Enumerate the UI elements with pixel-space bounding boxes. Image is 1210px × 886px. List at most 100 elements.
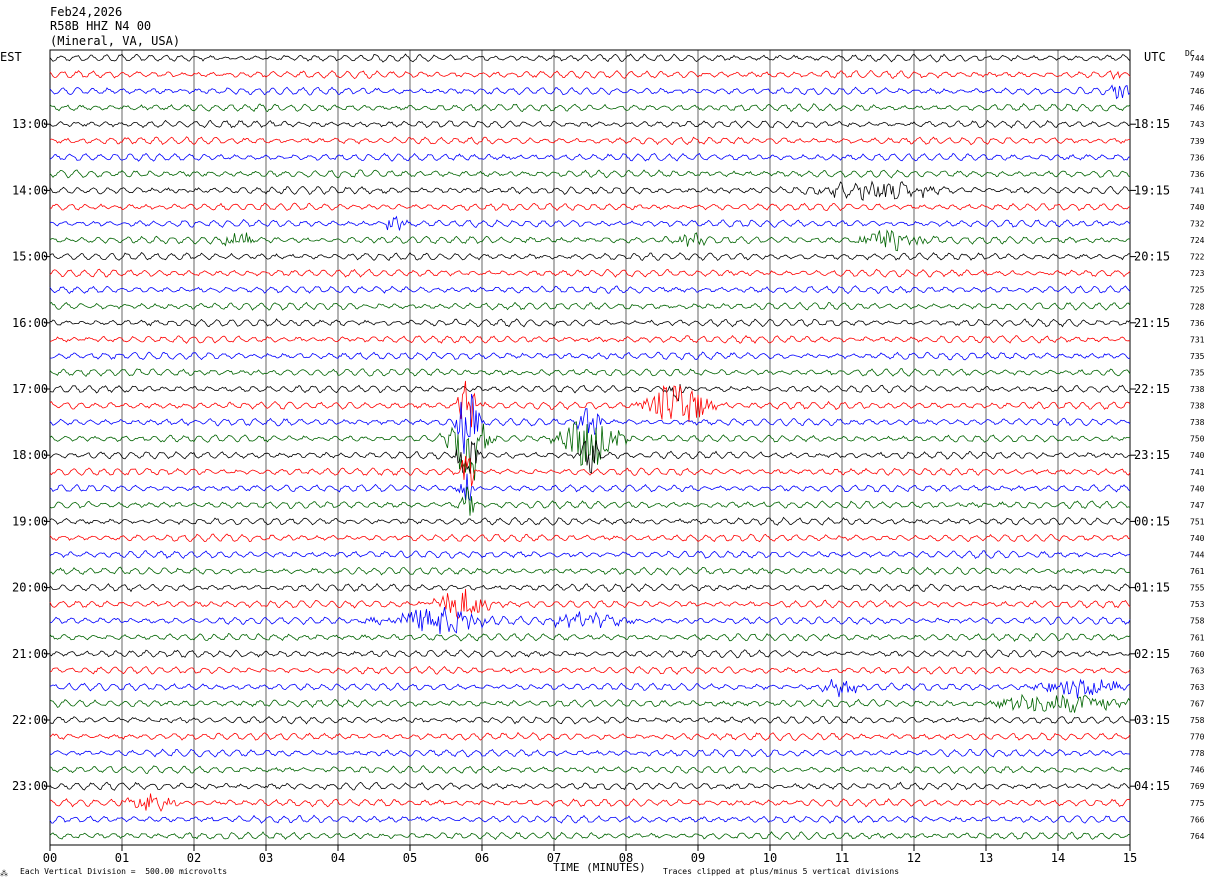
chart-location: (Mineral, VA, USA) xyxy=(50,34,181,48)
dc-offset-label: 741 xyxy=(1190,186,1205,195)
dc-offset-label: 744 xyxy=(1190,551,1205,560)
dc-offset-label: 738 xyxy=(1190,402,1205,411)
dc-offset-label: 778 xyxy=(1190,749,1205,758)
dc-offset-label: 763 xyxy=(1190,666,1205,675)
right-hour-label: 18:15 xyxy=(1134,117,1170,131)
right-hour-label: 03:15 xyxy=(1134,713,1170,727)
x-tick-label: 08 xyxy=(619,851,633,865)
trace-line-row-28 xyxy=(49,516,1131,526)
x-tick-label: 14 xyxy=(1051,851,1065,865)
x-tick-label: 04 xyxy=(331,851,345,865)
dc-offset-label: 755 xyxy=(1190,584,1205,593)
x-tick-label: 03 xyxy=(259,851,273,865)
trace-line-row-45 xyxy=(49,793,1131,812)
dc-offset-label: 736 xyxy=(1190,153,1205,162)
right-hour-label: 23:15 xyxy=(1134,448,1170,462)
dc-offset-label: 744 xyxy=(1190,54,1205,63)
x-tick-label: 10 xyxy=(763,851,777,865)
trace-line-row-4 xyxy=(49,119,1131,129)
left-hour-label: 21:00 xyxy=(12,647,48,661)
right-hour-label: 19:15 xyxy=(1134,183,1170,197)
trace-line-row-46 xyxy=(49,814,1131,824)
dc-offset-label: 746 xyxy=(1190,87,1205,96)
chart-station: R58B HHZ N4 00 xyxy=(50,19,152,33)
dc-offset-label: 749 xyxy=(1190,71,1205,80)
trace-line-row-11 xyxy=(49,229,1131,252)
dc-offset-label: 741 xyxy=(1190,468,1205,477)
dc-offset-label: 766 xyxy=(1190,815,1205,824)
trace-line-row-43 xyxy=(49,765,1131,774)
dc-offset-label: 735 xyxy=(1190,352,1205,361)
dc-offset-label: 758 xyxy=(1190,716,1205,725)
dc-offset-label: 769 xyxy=(1190,782,1205,791)
dc-offset-label: 764 xyxy=(1190,832,1205,841)
trace-line-row-6 xyxy=(49,152,1131,162)
dc-offset-label: 740 xyxy=(1190,534,1205,543)
dc-offset-label: 732 xyxy=(1190,220,1205,229)
chart-date: Feb24,2026 xyxy=(50,5,123,19)
left-hour-label: 15:00 xyxy=(12,250,48,264)
dc-offset-label: 767 xyxy=(1190,699,1205,708)
x-tick-label: 13 xyxy=(979,851,993,865)
dc-offset-label: 735 xyxy=(1190,368,1205,377)
trace-line-row-5 xyxy=(49,136,1130,146)
right-hour-label: 02:15 xyxy=(1134,647,1170,661)
trace-line-row-27 xyxy=(49,486,1131,516)
dc-offset-label: 728 xyxy=(1190,302,1205,311)
trace-line-row-2 xyxy=(49,84,1131,100)
x-tick-label: 02 xyxy=(187,851,201,865)
trace-line-row-8 xyxy=(49,180,1131,201)
dc-offset-label: 722 xyxy=(1190,253,1205,262)
trace-line-row-42 xyxy=(49,748,1131,758)
right-hour-label: 04:15 xyxy=(1134,779,1170,793)
dc-offset-label: 738 xyxy=(1190,385,1205,394)
left-hour-label: 16:00 xyxy=(12,316,48,330)
trace-line-row-26 xyxy=(49,473,1131,502)
left-hour-label: 14:00 xyxy=(12,183,48,197)
dc-offset-label: 723 xyxy=(1190,269,1205,278)
trace-line-row-1 xyxy=(49,70,1131,81)
dc-offset-label: 750 xyxy=(1190,435,1205,444)
dc-offset-label: 761 xyxy=(1190,567,1205,576)
trace-line-row-30 xyxy=(49,550,1131,560)
left-axis-title: EST xyxy=(0,50,22,64)
scale-icon: ⁂ xyxy=(0,869,8,878)
x-tick-label: 11 xyxy=(835,851,849,865)
trace-line-row-39 xyxy=(49,693,1131,713)
x-tick-label: 00 xyxy=(43,851,57,865)
left-hour-label: 19:00 xyxy=(12,514,48,528)
scale-note: Each Vertical Division = 500.00 microvol… xyxy=(20,867,228,876)
trace-line-row-34 xyxy=(49,607,1131,635)
trace-line-row-13 xyxy=(49,268,1131,278)
trace-line-row-40 xyxy=(49,715,1131,725)
trace-line-row-22 xyxy=(49,393,1131,454)
x-tick-label: 06 xyxy=(475,851,489,865)
dc-offset-label: 763 xyxy=(1190,683,1205,692)
trace-line-row-38 xyxy=(49,678,1131,699)
right-hour-label: 22:15 xyxy=(1134,382,1170,396)
trace-line-row-18 xyxy=(49,351,1131,361)
dc-offset-label: 743 xyxy=(1190,120,1205,129)
trace-line-row-21 xyxy=(49,380,1131,428)
trace-line-row-36 xyxy=(49,649,1131,659)
right-hour-label: 20:15 xyxy=(1134,250,1170,264)
dc-offset-label: 738 xyxy=(1190,418,1205,427)
dc-offset-label: 724 xyxy=(1190,236,1205,245)
left-hour-label: 18:00 xyxy=(12,448,48,462)
left-hour-label: 13:00 xyxy=(12,117,48,131)
dc-offset-label: 740 xyxy=(1190,203,1205,212)
x-tick-label: 01 xyxy=(115,851,129,865)
dc-offset-label: 761 xyxy=(1190,633,1205,642)
trace-line-row-37 xyxy=(49,665,1131,676)
trace-line-row-44 xyxy=(49,781,1131,791)
trace-line-row-31 xyxy=(50,566,1131,576)
dc-offset-label: 740 xyxy=(1190,451,1205,460)
dc-offset-label: 739 xyxy=(1190,137,1205,146)
left-hour-label: 22:00 xyxy=(12,713,48,727)
dc-offset-label: 775 xyxy=(1190,799,1205,808)
dc-offset-label: 758 xyxy=(1190,617,1205,626)
trace-line-row-7 xyxy=(49,169,1131,179)
trace-line-row-15 xyxy=(49,301,1131,311)
trace-line-row-29 xyxy=(49,533,1131,543)
